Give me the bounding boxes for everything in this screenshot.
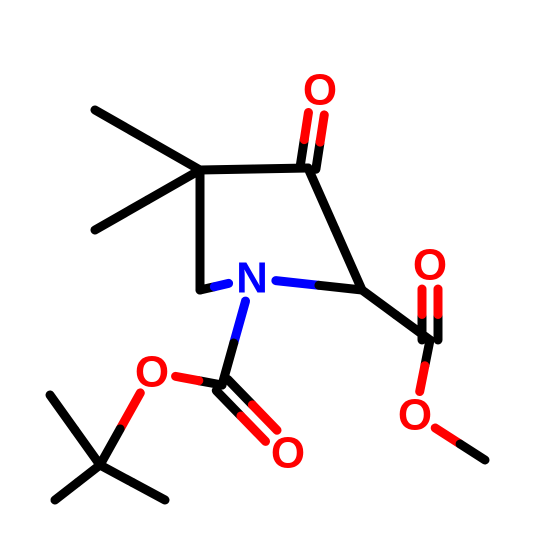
- atom-label-n: N: [236, 254, 268, 303]
- atom-label-o: O: [135, 348, 169, 397]
- atom-label-o: O: [413, 241, 447, 290]
- atom-label-o: O: [303, 66, 337, 115]
- atom-label-o: O: [271, 429, 305, 478]
- molecule-diagram: N O O O O O: [0, 0, 533, 533]
- atom-label-o: O: [398, 391, 432, 440]
